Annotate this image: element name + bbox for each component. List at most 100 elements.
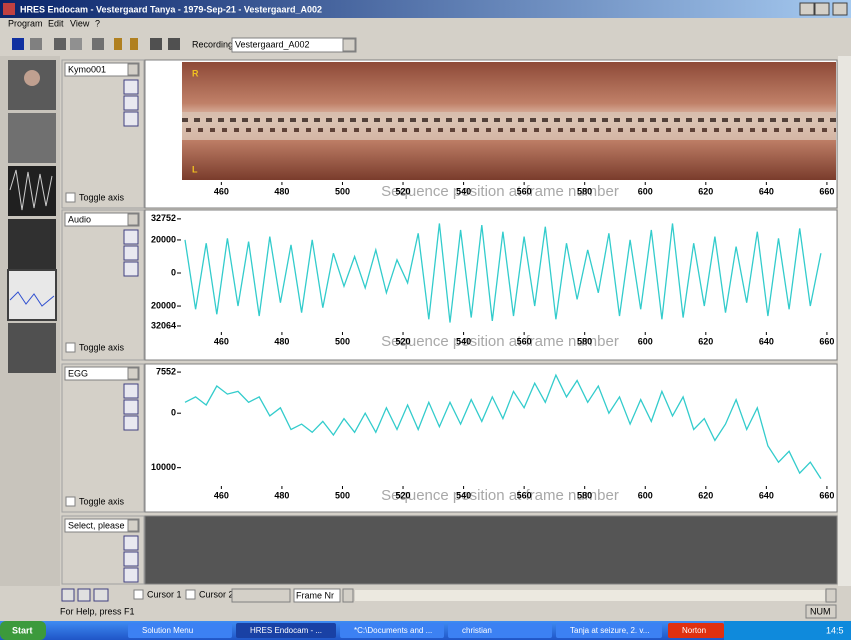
zoom-in-button[interactable] [124, 230, 138, 244]
fit-button[interactable] [124, 112, 138, 126]
x-tick-label: 560 [517, 336, 532, 346]
x-tick-label: 480 [274, 490, 289, 500]
y-tick-label: 32752 [151, 213, 176, 223]
panel: Select, please [62, 516, 837, 584]
status-text: For Help, press F1 [60, 606, 135, 616]
window-title: HRES Endocam - Vestergaard Tanya - 1979-… [20, 4, 322, 14]
x-tick-label: 540 [456, 490, 471, 500]
marker-bottom: L [192, 164, 198, 174]
cursor-field[interactable] [232, 589, 290, 602]
combo-arrow[interactable] [343, 39, 355, 51]
tool-button[interactable] [114, 38, 122, 50]
x-tick-label: 660 [819, 336, 834, 346]
screen: HRES Endocam - Vestergaard Tanya - 1979-… [0, 0, 851, 640]
menu-item[interactable]: Program [8, 18, 43, 28]
recording-label: Recording [192, 39, 233, 49]
tool-button[interactable] [70, 38, 82, 50]
maximize-button[interactable] [815, 3, 829, 15]
toggle-label: Toggle axis [79, 192, 125, 202]
thumbnail[interactable] [8, 323, 56, 373]
toolbar [12, 38, 180, 50]
tool-button[interactable] [54, 38, 66, 50]
start-label: Start [12, 625, 33, 635]
toggle-checkbox[interactable] [66, 497, 75, 506]
toggle-checkbox[interactable] [66, 193, 75, 202]
tool-button[interactable] [150, 38, 162, 50]
x-tick-label: 540 [456, 336, 471, 346]
x-tick-label: 460 [214, 336, 229, 346]
thumbnail-art [24, 70, 40, 86]
close-button[interactable] [833, 3, 847, 15]
cursor2-label: Cursor 2 [199, 589, 234, 599]
y-tick-label: 7552 [156, 366, 176, 376]
menu-item[interactable]: View [70, 18, 90, 28]
scroll-right[interactable] [826, 589, 836, 602]
fit-button[interactable] [124, 262, 138, 276]
x-tick-label: 580 [577, 490, 592, 500]
combo-arrow[interactable] [128, 520, 138, 531]
x-tick-label: 480 [274, 186, 289, 196]
tool-button[interactable] [168, 38, 180, 50]
x-tick-label: 500 [335, 336, 350, 346]
fit-button[interactable] [124, 416, 138, 430]
x-tick-label: 460 [214, 186, 229, 196]
zoom-in-button[interactable] [124, 384, 138, 398]
task-label: *C:\Documents and ... [354, 626, 432, 635]
tool-button[interactable] [30, 38, 42, 50]
signal-combo-label: Kymo001 [68, 64, 106, 74]
fit-button[interactable] [94, 589, 108, 601]
combo-arrow[interactable] [128, 368, 138, 379]
horizontal-scrollbar[interactable] [355, 590, 825, 601]
zoom-in-button[interactable] [62, 589, 74, 601]
vertical-scrollbar[interactable] [838, 56, 851, 586]
scroll-left[interactable] [343, 589, 353, 602]
x-tick-label: 600 [638, 336, 653, 346]
x-tick-label: 640 [759, 336, 774, 346]
page: HRES Endocam - Vestergaard Tanya - 1979-… [0, 0, 851, 640]
toggle-checkbox[interactable] [66, 343, 75, 352]
minimize-button[interactable] [800, 3, 814, 15]
num-indicator-text: NUM [810, 606, 831, 616]
tool-button[interactable] [92, 38, 104, 50]
x-tick-label: 480 [274, 336, 289, 346]
fit-button[interactable] [124, 568, 138, 582]
app-icon [3, 3, 15, 15]
plot-area [145, 516, 837, 584]
x-tick-label: 500 [335, 186, 350, 196]
cursor1-label: Cursor 1 [147, 589, 182, 599]
cursor2-checkbox[interactable] [186, 590, 195, 599]
zoom-out-button[interactable] [124, 96, 138, 110]
zoom-out-button[interactable] [124, 400, 138, 414]
tool-button[interactable] [12, 38, 24, 50]
menu-item[interactable]: ? [95, 18, 100, 28]
task-label: Norton [682, 626, 706, 635]
zoom-in-button[interactable] [124, 80, 138, 94]
y-tick-label: 20000 [151, 300, 176, 310]
x-tick-label: 500 [335, 490, 350, 500]
task-label: Solution Menu [142, 626, 193, 635]
toggle-label: Toggle axis [79, 496, 125, 506]
menu-item[interactable]: Edit [48, 18, 64, 28]
zoom-out-button[interactable] [78, 589, 90, 601]
signal-combo-label: Audio [68, 214, 91, 224]
zoom-in-button[interactable] [124, 536, 138, 550]
x-tick-label: 660 [819, 186, 834, 196]
x-tick-label: 580 [577, 336, 592, 346]
signal-combo-label: Select, please [68, 520, 125, 530]
y-tick-label: 20000 [151, 234, 176, 244]
task-label: christian [462, 626, 492, 635]
combo-arrow[interactable] [128, 214, 138, 225]
clock: 14:5 [826, 625, 844, 635]
x-tick-label: 600 [638, 490, 653, 500]
combo-arrow[interactable] [128, 64, 138, 75]
thumbnail[interactable] [8, 219, 56, 269]
zoom-out-button[interactable] [124, 246, 138, 260]
thumbnail[interactable] [8, 113, 56, 163]
zoom-out-button[interactable] [124, 552, 138, 566]
y-tick-label: 0 [171, 267, 176, 277]
cursor1-checkbox[interactable] [134, 590, 143, 599]
task-list: Solution MenuHRES Endocam - ...*C:\Docum… [128, 623, 724, 638]
tool-button[interactable] [130, 38, 138, 50]
